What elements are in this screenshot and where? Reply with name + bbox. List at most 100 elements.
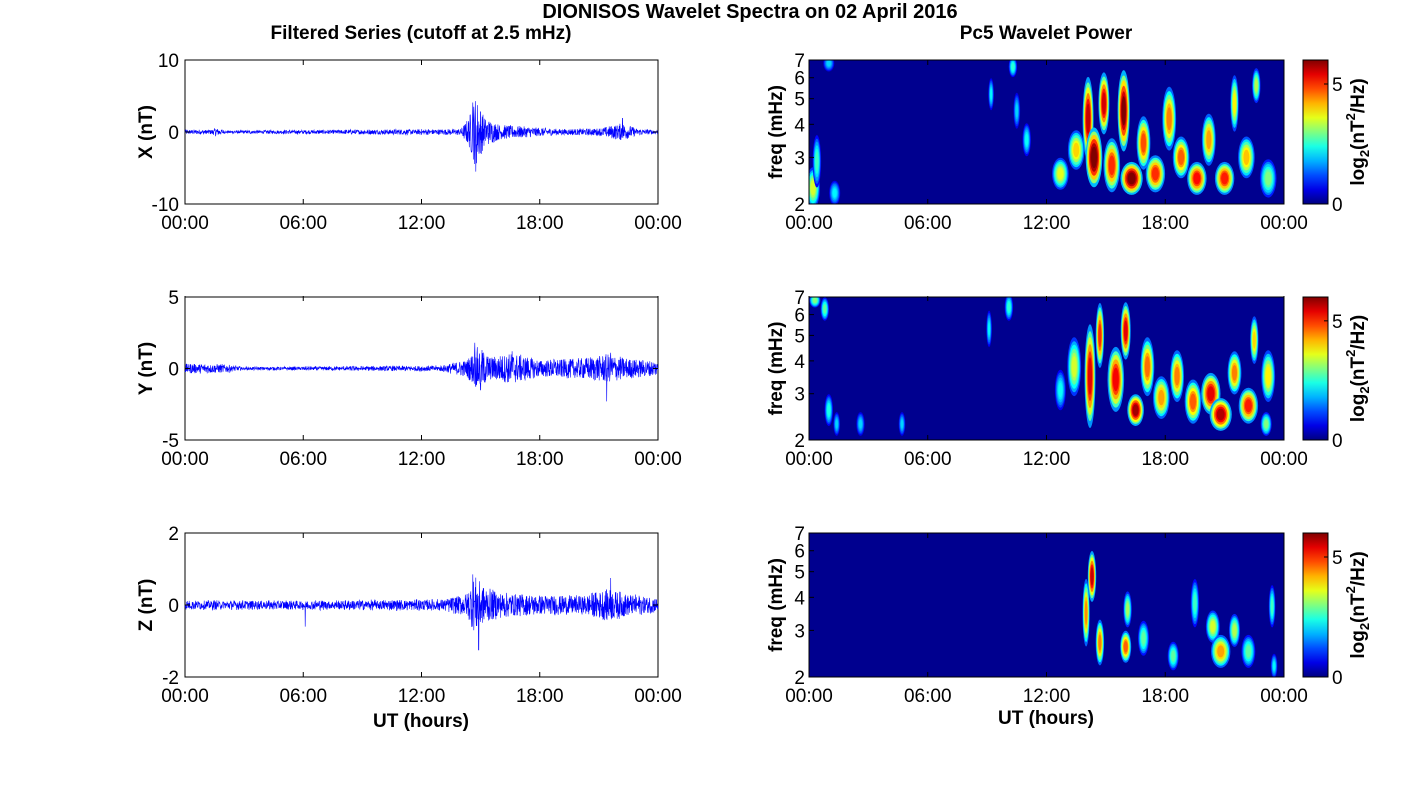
colorbar-tick-label: 0	[1332, 668, 1343, 689]
wavelet-xtick-label: 12:00	[1023, 213, 1071, 234]
wavelet-blob	[827, 404, 831, 416]
wavelet-blob	[1126, 602, 1130, 616]
colorbar-label-part: /Hz)	[1348, 315, 1369, 350]
wavelet-blob	[1123, 641, 1128, 653]
colorbar-label-part: log	[1348, 630, 1369, 659]
colorbar-label-part: 2	[1343, 350, 1358, 357]
colorbar-label-part: log	[1348, 394, 1369, 423]
wavelet-blob	[988, 322, 991, 336]
colorbar-label-part: 2	[1343, 113, 1358, 120]
wavelet-blob	[823, 304, 827, 314]
wavelet-blob	[812, 297, 817, 303]
wavelet-xtick-label: 12:00	[1023, 449, 1071, 470]
wavelet-blob	[835, 419, 838, 429]
colorbar-tick-label: 0	[1332, 431, 1343, 452]
colorbar-label-part: log	[1348, 157, 1369, 186]
colorbar-tick-label: 5	[1332, 312, 1343, 333]
wavelet-ytick-label: 7	[794, 51, 805, 72]
wavelet-blob	[1206, 130, 1212, 150]
series-line-y	[184, 342, 659, 402]
wavelet-ytick-label: 2	[794, 668, 805, 689]
series-xtick-label: 00:00	[634, 449, 682, 470]
series-xtick-label: 12:00	[398, 686, 446, 707]
series-ylabel-y: Y (nT)	[136, 342, 157, 395]
right-xlabel: UT (hours)	[998, 708, 1094, 729]
colorbar-gradient	[1302, 59, 1329, 205]
wavelet-blob	[1270, 598, 1274, 614]
wavelet-xtick-label: 00:00	[1260, 686, 1308, 707]
wavelet-blob	[1090, 567, 1094, 586]
colorbar-label-part: 2	[1357, 623, 1372, 630]
wavelet-blob	[1244, 399, 1252, 413]
colorbar-label-part: 2	[1357, 150, 1372, 157]
wavelet-ytick-label: 7	[794, 288, 805, 309]
wavelet-blob	[1210, 620, 1216, 633]
wavelet-blob	[1084, 600, 1088, 625]
wavelet-ytick-label: 3	[794, 621, 805, 642]
series-xtick-label: 06:00	[279, 686, 327, 707]
wavelet-blob	[1025, 133, 1029, 146]
wavelet-blob	[859, 419, 862, 429]
series-ytick-label: 0	[168, 360, 179, 381]
wavelet-ytick-label: 7	[794, 524, 805, 545]
wavelet-blob	[1193, 172, 1201, 185]
wavelet-blob	[1233, 93, 1236, 114]
wavelet-blob	[1207, 386, 1215, 402]
wavelet-blob	[1141, 632, 1146, 645]
wavelet-ytick-label: 3	[794, 148, 805, 169]
wavelet-ytick-label: 3	[794, 385, 805, 406]
series-xtick-label: 12:00	[398, 213, 446, 234]
wavelet-blob	[1178, 149, 1185, 165]
series-ytick-label: 5	[168, 288, 179, 309]
series-ylabel-x: X (nT)	[136, 105, 157, 159]
wavelet-ytick-label: 5	[794, 90, 805, 111]
series-xtick-label: 06:00	[279, 213, 327, 234]
wavelet-blob	[1151, 167, 1159, 181]
wavelet-blob	[1193, 594, 1197, 612]
wavelet-xtick-label: 12:00	[1023, 686, 1071, 707]
wavelet-blob	[810, 180, 816, 196]
figure-title: DIONISOS Wavelet Spectra on 02 April 201…	[542, 1, 957, 23]
wavelet-blobs	[809, 297, 1276, 436]
colorbar-label-part: (nT	[1348, 120, 1369, 150]
series-xtick-label: 18:00	[516, 449, 564, 470]
wavelet-blob	[815, 151, 819, 171]
wavelet-blob	[1121, 96, 1126, 126]
wavelet-blob	[1011, 63, 1015, 71]
series-ytick-label: 10	[158, 51, 179, 72]
wavelet-xtick-label: 00:00	[1260, 449, 1308, 470]
wavelet-blob	[1144, 356, 1150, 378]
colorbar-label-part: 2	[1357, 386, 1372, 393]
wavelet-blob	[990, 88, 993, 100]
series-xtick-label: 06:00	[279, 449, 327, 470]
wavelet-blob	[1272, 661, 1276, 671]
colorbar-gradient	[1302, 296, 1329, 441]
wavelet-blob	[1101, 92, 1106, 115]
wavelet-xtick-label: 18:00	[1141, 449, 1189, 470]
wavelet-panel-y: 2 3 4 567 00:00 06:00 12:00 18:00 00:00 freq (mHz…	[766, 288, 1308, 470]
wavelet-blob	[1132, 404, 1139, 416]
wavelet-blob	[832, 188, 837, 198]
wavelet-blob	[1232, 365, 1237, 381]
series-xtick-label: 18:00	[516, 686, 564, 707]
wavelet-blob	[1098, 323, 1102, 348]
wavelet-xtick-label: 00:00	[785, 213, 833, 234]
wavelet-xtick-label: 00:00	[1260, 213, 1308, 234]
wavelet-blob	[1123, 320, 1128, 342]
wavelet-background-y	[809, 297, 1284, 440]
series-xtick-label: 00:00	[634, 213, 682, 234]
series-xtick-label: 00:00	[161, 686, 209, 707]
left-column-title: Filtered Series (cutoff at 2.5 mHz)	[271, 23, 572, 44]
series-xtick-label: 00:00	[634, 686, 682, 707]
wavelet-panel-z: 2 3 4 567 00:00 06:00 12:00 18:00 00:00 freq (mHz…	[766, 524, 1308, 707]
wavelet-blob	[1057, 168, 1064, 180]
wavelet-blob	[1221, 172, 1229, 185]
series-ytick-label: -10	[152, 195, 179, 216]
wavelet-blob	[1091, 146, 1097, 169]
wavelet-blob	[1088, 357, 1092, 395]
wavelet-blob	[1190, 393, 1196, 410]
